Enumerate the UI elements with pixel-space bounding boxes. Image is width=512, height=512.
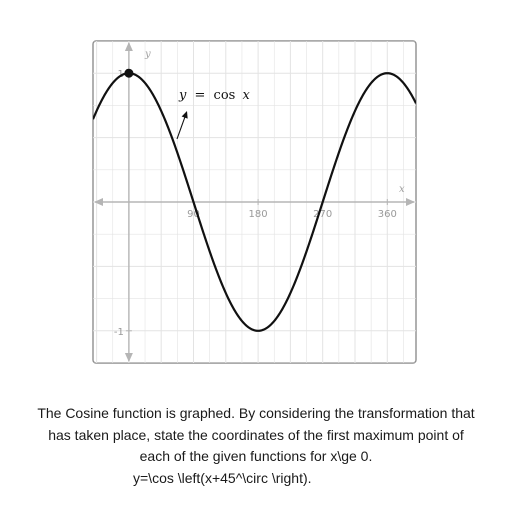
question-line-3: each of the given functions for x\ge 0.	[139, 448, 373, 464]
question-line-1: The Cosine function is graphed. By consi…	[37, 405, 475, 421]
y-axis-arrow-down	[124, 353, 133, 362]
y-tick-label: -1	[114, 327, 124, 338]
y-axis-letter: y	[144, 49, 151, 60]
x-axis-letter: x	[399, 184, 405, 195]
x-tick-label: 360	[378, 209, 397, 220]
x-tick-label: 270	[313, 209, 332, 220]
question-line-2: has taken place, state the coordinates o…	[48, 426, 464, 443]
curve-label-arrowhead	[181, 111, 188, 119]
x-tick-label: 90	[187, 209, 200, 220]
curve-label: y = cos x	[178, 88, 250, 103]
y-axis-arrow-up	[124, 42, 133, 51]
curve-label-arrow	[176, 113, 187, 140]
question-text: The Cosine function is graphed. By consi…	[16, 403, 496, 489]
x-tick-label: 180	[249, 209, 268, 220]
axes	[94, 42, 415, 362]
x-axis-arrow-left	[94, 198, 103, 206]
question-line-4: y=\cos \left(x+45^\circ \right).	[133, 469, 312, 486]
cosine-curve	[93, 72, 416, 332]
maximum-point	[124, 68, 134, 78]
x-axis-arrow-right	[406, 198, 415, 206]
